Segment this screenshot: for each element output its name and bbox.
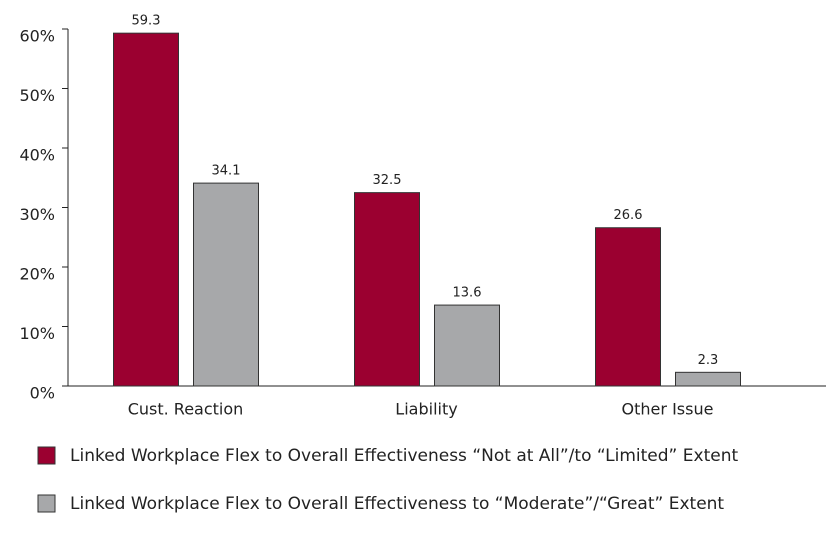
- legend-swatch: [37, 494, 56, 513]
- bar: [595, 227, 661, 387]
- x-tick-label: Cust. Reaction: [128, 400, 244, 419]
- bar: [113, 32, 179, 387]
- y-tick-label: 30%: [19, 205, 55, 224]
- legend-swatch: [37, 446, 56, 465]
- legend-label: Linked Workplace Flex to Overall Effecti…: [70, 446, 738, 466]
- bar: [354, 192, 420, 387]
- x-tick-label: Liability: [395, 400, 457, 419]
- bar: [434, 304, 500, 387]
- bar: [675, 371, 741, 387]
- value-label: 59.3: [132, 14, 161, 29]
- y-tick-label: 40%: [19, 146, 55, 165]
- y-tick-label: 60%: [19, 27, 55, 46]
- y-tick-label: 50%: [19, 86, 55, 105]
- value-label: 26.6: [614, 208, 643, 223]
- y-tick-label: 20%: [19, 265, 55, 284]
- y-tick-label: 0%: [30, 384, 55, 403]
- legend-label: Linked Workplace Flex to Overall Effecti…: [70, 494, 724, 514]
- value-label: 2.3: [698, 353, 719, 368]
- x-tick-label: Other Issue: [622, 400, 714, 419]
- value-label: 32.5: [373, 173, 402, 188]
- value-label: 34.1: [212, 164, 241, 179]
- bar: [193, 182, 259, 387]
- y-tick-label: 10%: [19, 324, 55, 343]
- value-label: 13.6: [453, 286, 482, 301]
